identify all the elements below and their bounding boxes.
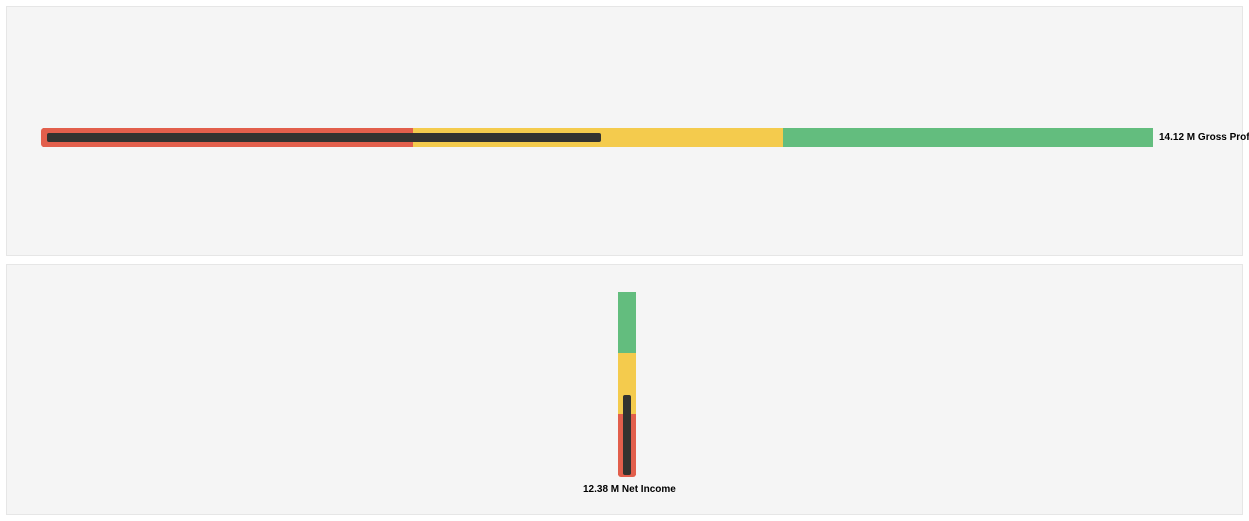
- gross-profit-range-red-cap: [41, 128, 45, 147]
- gross-profit-range-green: [783, 128, 1153, 147]
- gross-profit-label: 14.12 M Gross Profit: [1159, 132, 1249, 143]
- net-income-panel: 12.38 M Net Income: [6, 264, 1243, 515]
- net-income-range-green: [618, 292, 636, 353]
- net-income-value-bar: [623, 395, 631, 475]
- gross-profit-panel: 14.12 M Gross Profit: [6, 6, 1243, 256]
- gross-profit-value-bar: [47, 133, 601, 142]
- net-income-label: 12.38 M Net Income: [583, 484, 676, 495]
